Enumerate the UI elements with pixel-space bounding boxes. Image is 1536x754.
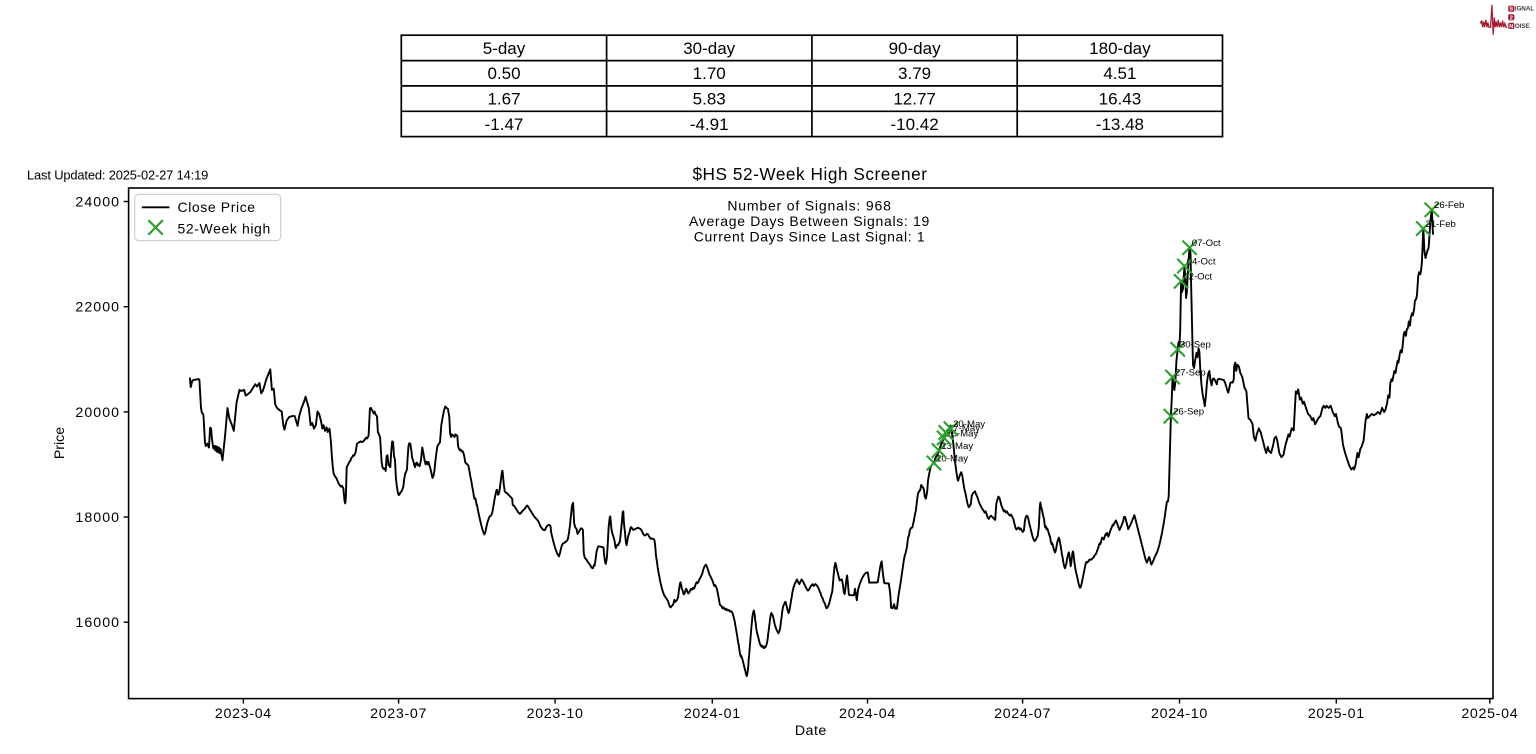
svg-text:4.51: 4.51 xyxy=(1103,64,1136,83)
svg-text:07-Oct: 07-Oct xyxy=(1192,238,1221,249)
svg-text:04-Oct: 04-Oct xyxy=(1187,257,1216,268)
svg-text:S: S xyxy=(1509,7,1513,13)
svg-text:Close Price: Close Price xyxy=(178,199,256,215)
svg-text:16000: 16000 xyxy=(75,615,120,631)
svg-text:2024-10: 2024-10 xyxy=(1151,706,1208,722)
svg-text:Date: Date xyxy=(795,723,827,739)
svg-text:$HS 52-Week High Screener: $HS 52-Week High Screener xyxy=(692,164,927,184)
svg-text:20-May: 20-May xyxy=(953,419,985,430)
svg-text:2025-01: 2025-01 xyxy=(1308,706,1365,722)
svg-text:90-day: 90-day xyxy=(889,39,941,58)
svg-text:OISE: OISE xyxy=(1515,23,1530,30)
svg-text:IGNAL: IGNAL xyxy=(1515,6,1534,13)
svg-text:30-Sep: 30-Sep xyxy=(1180,340,1211,351)
svg-text:3.79: 3.79 xyxy=(898,64,931,83)
svg-text:5.83: 5.83 xyxy=(693,90,726,109)
svg-text:18000: 18000 xyxy=(75,510,120,526)
svg-text:5-day: 5-day xyxy=(483,39,526,58)
svg-text:2024-04: 2024-04 xyxy=(839,706,896,722)
svg-text:16.43: 16.43 xyxy=(1099,90,1142,109)
svg-text:30-day: 30-day xyxy=(683,39,735,58)
svg-text:Price: Price xyxy=(52,427,68,459)
svg-text:26-Feb: 26-Feb xyxy=(1434,200,1464,211)
svg-text:2023-04: 2023-04 xyxy=(215,706,272,722)
svg-text:10-May: 10-May xyxy=(936,453,968,464)
svg-text:2023-07: 2023-07 xyxy=(370,706,427,722)
svg-text:-10.42: -10.42 xyxy=(890,115,938,134)
svg-text:1.70: 1.70 xyxy=(693,64,726,83)
svg-text:-1.47: -1.47 xyxy=(485,115,524,134)
svg-text:Number of Signals: 968: Number of Signals: 968 xyxy=(727,197,891,213)
svg-text:-4.91: -4.91 xyxy=(690,115,729,134)
svg-text:12.77: 12.77 xyxy=(893,90,936,109)
svg-text:22000: 22000 xyxy=(75,300,120,316)
svg-text:52-Week high: 52-Week high xyxy=(178,220,271,236)
svg-text:2023-10: 2023-10 xyxy=(527,706,584,722)
svg-text:Last Updated: 2025-02-27 14:19: Last Updated: 2025-02-27 14:19 xyxy=(27,167,208,182)
svg-text:2024-01: 2024-01 xyxy=(684,706,741,722)
svg-text:26-Sep: 26-Sep xyxy=(1173,407,1204,418)
svg-text:1.67: 1.67 xyxy=(487,90,520,109)
svg-text:24000: 24000 xyxy=(75,194,120,210)
svg-text:Average Days Between Signals:: Average Days Between Signals: 19 xyxy=(689,213,930,229)
svg-text:13-May: 13-May xyxy=(941,441,973,452)
svg-text:180-day: 180-day xyxy=(1089,39,1151,58)
svg-text:20000: 20000 xyxy=(75,405,120,421)
svg-text:17-May: 17-May xyxy=(948,423,980,434)
svg-text:2: 2 xyxy=(1510,15,1513,21)
svg-text:2024-07: 2024-07 xyxy=(994,706,1051,722)
svg-text:27-Sep: 27-Sep xyxy=(1175,368,1206,379)
svg-text:16-May: 16-May xyxy=(946,428,978,439)
svg-text:Current Days Since Last Signal: Current Days Since Last Signal: 1 xyxy=(694,228,926,244)
svg-text:-13.48: -13.48 xyxy=(1096,115,1144,134)
svg-text:21-Feb: 21-Feb xyxy=(1426,219,1456,230)
svg-text:2025-04: 2025-04 xyxy=(1461,706,1518,722)
svg-text:N: N xyxy=(1509,24,1513,30)
svg-text:0.50: 0.50 xyxy=(487,64,520,83)
svg-text:02-Oct: 02-Oct xyxy=(1183,272,1212,283)
